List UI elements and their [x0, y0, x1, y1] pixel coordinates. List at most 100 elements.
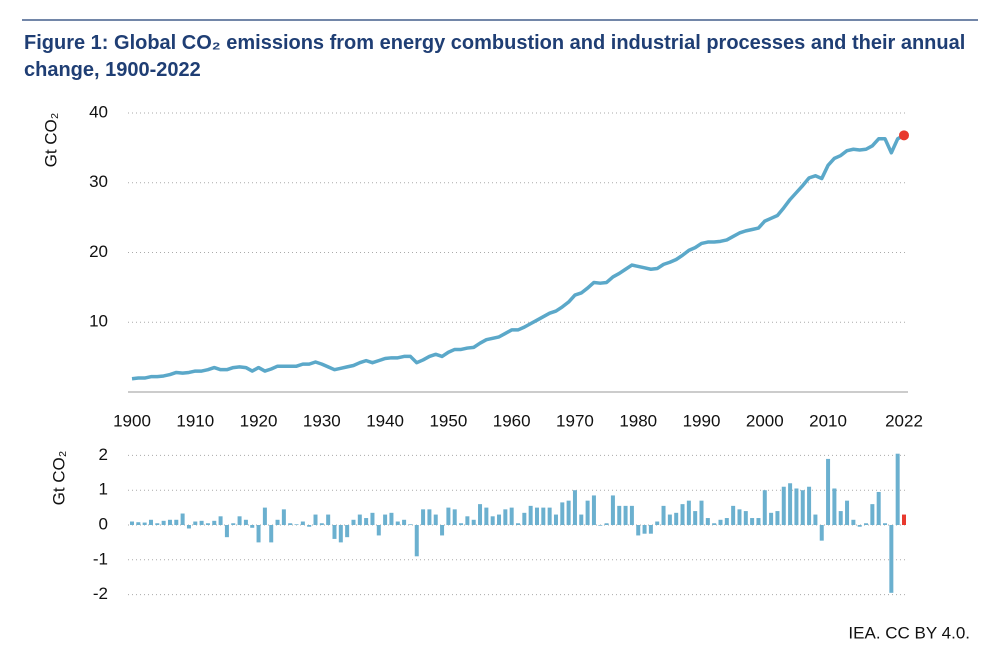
change-bar [490, 516, 495, 525]
change-bar [864, 523, 869, 525]
change-bar [142, 522, 147, 525]
change-bar [737, 509, 742, 525]
change-bar [218, 516, 223, 525]
change-bar [395, 521, 400, 525]
change-bar [199, 520, 204, 525]
change-bar [446, 507, 451, 525]
change-bar [534, 507, 539, 525]
change-bar [591, 495, 596, 525]
change-bar [167, 519, 172, 525]
change-bar [174, 519, 179, 525]
change-bar [560, 502, 565, 525]
change-bar [902, 514, 906, 525]
change-bar [148, 519, 153, 525]
change-bar [212, 520, 217, 525]
change-bar [459, 523, 464, 525]
change-bar [402, 519, 407, 525]
x-tick-label: 2000 [746, 411, 784, 430]
change-bar [288, 523, 293, 525]
change-bar [370, 512, 375, 525]
change-bar [762, 490, 767, 525]
change-bar [408, 524, 413, 525]
change-bar [731, 505, 736, 525]
change-bar [819, 525, 824, 541]
x-tick-label: 1910 [176, 411, 214, 430]
change-bar [781, 486, 786, 525]
change-bar [345, 525, 350, 538]
change-bar [313, 514, 318, 525]
change-bar [465, 516, 470, 525]
emissions-line [131, 133, 905, 381]
change-bar [161, 520, 166, 525]
change-bar [610, 495, 615, 525]
change-bar [648, 525, 653, 534]
change-bar [414, 525, 419, 557]
change-bar [136, 522, 141, 525]
change-bar [256, 525, 261, 543]
change-bar [889, 525, 894, 593]
change-bar [383, 514, 388, 525]
change-bar [193, 521, 198, 525]
change-bar [389, 512, 394, 525]
change-bar [712, 523, 717, 525]
y-tick-label: 20 [89, 242, 108, 261]
x-tick-label: 1960 [493, 411, 531, 430]
change-bar [623, 505, 628, 525]
change-bar [300, 521, 305, 525]
y-tick-label: -1 [93, 549, 108, 568]
change-bar [718, 519, 723, 525]
change-bar [484, 507, 489, 525]
change-bar [579, 514, 584, 525]
change-bar [642, 525, 647, 534]
title: Figure 1: Global CO₂ emissions from ener… [24, 32, 966, 81]
change-bar [883, 523, 888, 525]
change-bar [541, 507, 546, 525]
x-tick-label: 2010 [809, 411, 847, 430]
change-bar [421, 509, 426, 525]
change-bar [743, 511, 748, 525]
change-bar [433, 514, 438, 525]
y-tick-label: -2 [93, 584, 108, 603]
change-bar [427, 509, 432, 525]
change-bar [661, 505, 666, 525]
change-bar [756, 518, 761, 525]
y-tick-label: 2 [99, 445, 108, 464]
change-bar [807, 486, 812, 525]
change-bar [572, 490, 577, 525]
change-bar [585, 500, 590, 525]
y-axis-label: Gt CO₂ [49, 451, 68, 506]
x-tick-label: 1980 [619, 411, 657, 430]
change-bar [319, 523, 324, 525]
change-bar [269, 525, 274, 543]
x-tick-label: 1940 [366, 411, 404, 430]
change-bar [680, 504, 685, 525]
change-bar [826, 458, 831, 525]
change-bar [775, 511, 780, 525]
change-bar [326, 514, 331, 525]
change-bar [851, 519, 856, 525]
change-bar [857, 525, 862, 527]
change-bar [699, 500, 704, 525]
change-bar [130, 521, 134, 525]
change-bar [180, 513, 185, 525]
change-bar [604, 523, 609, 525]
change-bar [281, 509, 286, 525]
change-bar [440, 525, 445, 536]
change-bar [243, 519, 248, 525]
change-bar [566, 500, 571, 525]
x-tick-label: 1970 [556, 411, 594, 430]
change-bar [307, 525, 312, 527]
change-bar [237, 516, 242, 525]
y-tick-label: 30 [89, 172, 108, 191]
change-bar [667, 514, 672, 525]
change-bar [547, 507, 552, 525]
change-bar [598, 525, 603, 526]
change-bar [478, 504, 483, 525]
change-bar [332, 525, 337, 539]
change-bar [813, 514, 818, 525]
change-bar [262, 507, 267, 525]
change-bar [275, 519, 280, 525]
change-bar [845, 500, 850, 525]
